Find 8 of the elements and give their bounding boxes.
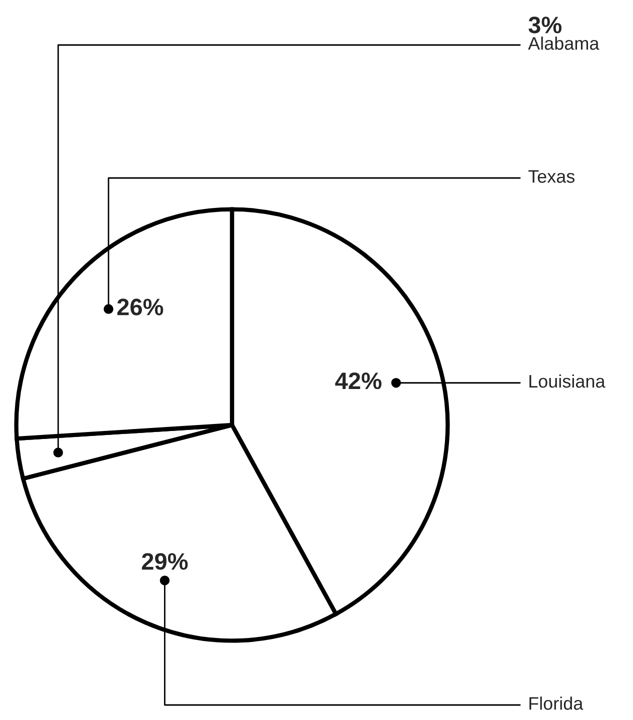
slice-label: Texas [528,170,575,183]
data-label: 26% [117,298,164,316]
data-label: 29% [142,553,188,570]
data-label: 42% [335,372,382,390]
slice-label: Louisiana [529,374,606,388]
data-label: 3% [528,16,562,34]
slice-label: Alabama [528,36,600,50]
slice-label: Florida [529,696,584,710]
